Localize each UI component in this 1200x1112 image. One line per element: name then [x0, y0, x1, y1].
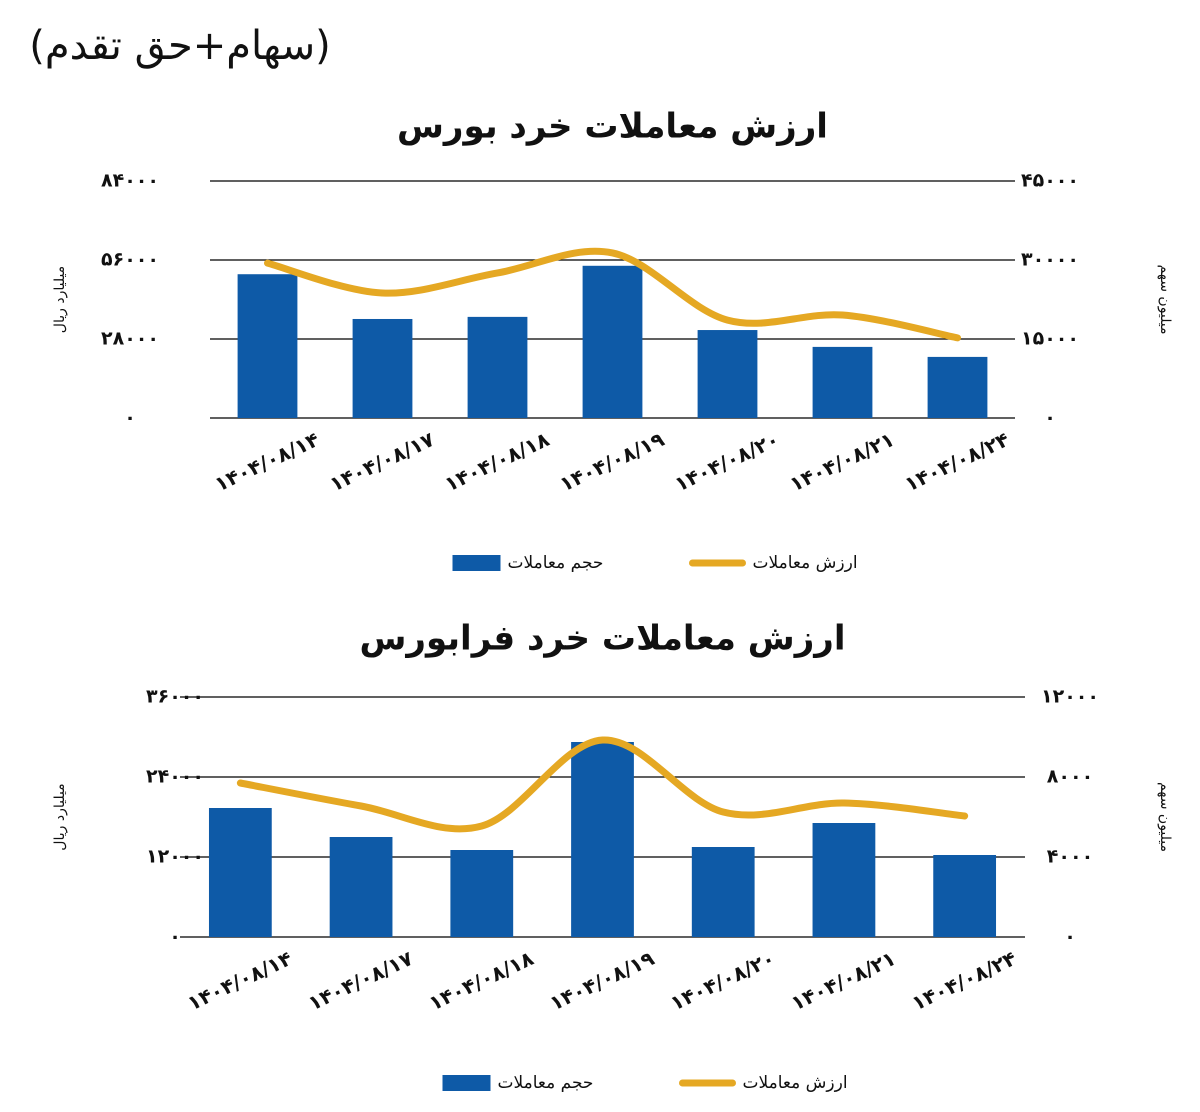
x-tick-label: ۱۴۰۴/۰۸/۱۸ [441, 427, 553, 496]
legend-swatch [442, 1075, 491, 1091]
legend-label: ارزش معاملات [743, 1073, 848, 1093]
bar [691, 847, 755, 937]
chart-title: ارزش معاملات خرد فرابورس [359, 619, 845, 659]
bar [697, 330, 758, 418]
x-tick-label: ۱۴۰۴/۰۸/۲۴ [908, 946, 1020, 1015]
y-tick-label: ۵۶۰۰۰ [101, 249, 159, 271]
legend-swatch [452, 555, 501, 571]
y2-axis-label: میلیون سهم [1157, 782, 1173, 852]
y2-tick-label: ۴۰۰۰ [1047, 846, 1093, 868]
x-tick-label: ۱۴۰۴/۰۸/۱۹ [546, 946, 658, 1015]
y2-tick-label: ۰ [1064, 926, 1076, 948]
x-tick-label: ۱۴۰۴/۰۸/۲۱ [787, 946, 899, 1015]
bar [933, 855, 997, 937]
y-axis-label: میلیارد ریال [52, 266, 68, 333]
bar [237, 274, 298, 418]
y2-axis-label: میلیون سهم [1157, 264, 1173, 334]
y-tick-label: ۲۸۰۰۰ [101, 328, 159, 350]
chart-title: ارزش معاملات خرد بورس [397, 107, 828, 147]
bar [450, 850, 514, 937]
y2-tick-label: ۱۵۰۰۰ [1021, 328, 1079, 350]
bar [352, 318, 413, 418]
y2-tick-label: ۸۰۰۰ [1047, 766, 1093, 788]
bar [329, 837, 393, 937]
x-tick-label: ۱۴۰۴/۰۸/۲۱ [786, 427, 898, 496]
bar [812, 346, 873, 418]
y2-tick-label: ۰ [1044, 407, 1056, 429]
y-tick-label: ۳۶۰۰۰ [146, 686, 204, 708]
line [236, 736, 969, 833]
x-tick-label: ۱۴۰۴/۰۸/۱۷ [304, 946, 416, 1015]
bar [927, 356, 988, 418]
x-tick-label: ۱۴۰۴/۰۸/۱۸ [425, 946, 537, 1015]
x-tick-label: ۱۴۰۴/۰۸/۱۴ [184, 946, 296, 1015]
line [264, 247, 961, 342]
legend-label: حجم معاملات [498, 1073, 594, 1093]
bar [812, 823, 876, 937]
y2-tick-label: ۴۵۰۰۰ [1021, 170, 1079, 192]
bar [582, 265, 643, 418]
y-axis-label: میلیارد ریال [52, 783, 68, 850]
header-title: (سهام+حق تقدم) [29, 23, 331, 69]
y2-tick-label: ۳۰۰۰۰ [1021, 249, 1079, 271]
bar [571, 742, 634, 937]
x-tick-label: ۱۴۰۴/۰۸/۱۴ [211, 427, 323, 496]
x-tick-label: ۱۴۰۴/۰۸/۱۹ [556, 427, 668, 496]
bar [467, 316, 528, 418]
y-tick-label: ۰ [169, 926, 181, 948]
y-tick-label: ۰ [124, 407, 136, 429]
x-tick-label: ۱۴۰۴/۰۸/۲۰ [671, 427, 783, 496]
y-tick-label: ۱۲۰۰۰ [146, 846, 204, 868]
legend-label: حجم معاملات [508, 553, 604, 573]
legend-label: ارزش معاملات [753, 553, 858, 573]
x-tick-label: ۱۴۰۴/۰۸/۲۰ [667, 946, 779, 1015]
x-tick-label: ۱۴۰۴/۰۸/۱۷ [326, 427, 438, 496]
bar [208, 808, 272, 937]
y-tick-label: ۸۴۰۰۰ [101, 170, 159, 192]
x-tick-label: ۱۴۰۴/۰۸/۲۴ [901, 427, 1013, 496]
y2-tick-label: ۱۲۰۰۰ [1041, 686, 1099, 708]
y-tick-label: ۲۴۰۰۰ [146, 766, 204, 788]
